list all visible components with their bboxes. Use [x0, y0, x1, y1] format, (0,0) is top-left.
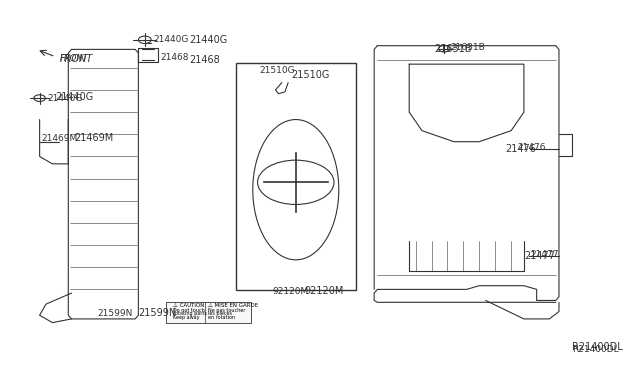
Text: les pieces: les pieces [209, 311, 232, 316]
Text: 92120M: 92120M [304, 286, 344, 296]
Text: 21440G: 21440G [153, 35, 188, 44]
Text: 21468: 21468 [189, 55, 220, 65]
Text: 21631B: 21631B [451, 43, 485, 52]
Text: Do not touch: Do not touch [173, 308, 205, 312]
FancyBboxPatch shape [166, 302, 251, 323]
Text: 21440G: 21440G [56, 92, 94, 102]
Text: R21400DL: R21400DL [572, 345, 618, 354]
Text: 21631B: 21631B [435, 44, 472, 54]
Text: Ne pas toucher: Ne pas toucher [209, 308, 246, 312]
Text: 21510G: 21510G [291, 70, 330, 80]
Text: 21440G: 21440G [189, 35, 228, 45]
Text: 21468: 21468 [161, 53, 189, 62]
Text: 21440G: 21440G [47, 94, 83, 103]
Text: 92120M: 92120M [272, 287, 308, 296]
Text: ⚠ MISE EN GARDE: ⚠ MISE EN GARDE [209, 303, 259, 308]
Text: en rotation: en rotation [209, 315, 236, 320]
Text: rotating parts: rotating parts [173, 311, 207, 316]
Text: 21599N: 21599N [138, 308, 177, 318]
Text: R21400DL: R21400DL [572, 341, 623, 352]
Text: 21477: 21477 [524, 251, 555, 261]
Text: FRONT: FRONT [60, 54, 93, 64]
Text: 21477: 21477 [531, 250, 559, 259]
Text: 21476: 21476 [505, 144, 536, 154]
Text: 21469M: 21469M [75, 133, 114, 143]
Text: Keep away: Keep away [173, 315, 200, 320]
Text: 21599N: 21599N [97, 309, 132, 318]
Text: 21469M: 21469M [42, 134, 78, 142]
Text: FRONT: FRONT [60, 54, 89, 63]
Text: ⚠ CAUTION: ⚠ CAUTION [173, 303, 205, 308]
Text: 21476: 21476 [518, 143, 546, 152]
Text: 21510G: 21510G [259, 66, 295, 76]
FancyBboxPatch shape [236, 63, 356, 290]
